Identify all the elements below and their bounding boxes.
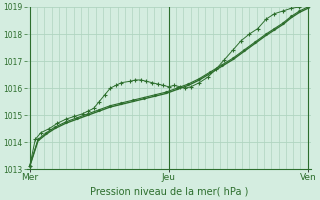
X-axis label: Pression niveau de la mer( hPa ): Pression niveau de la mer( hPa ): [90, 187, 248, 197]
